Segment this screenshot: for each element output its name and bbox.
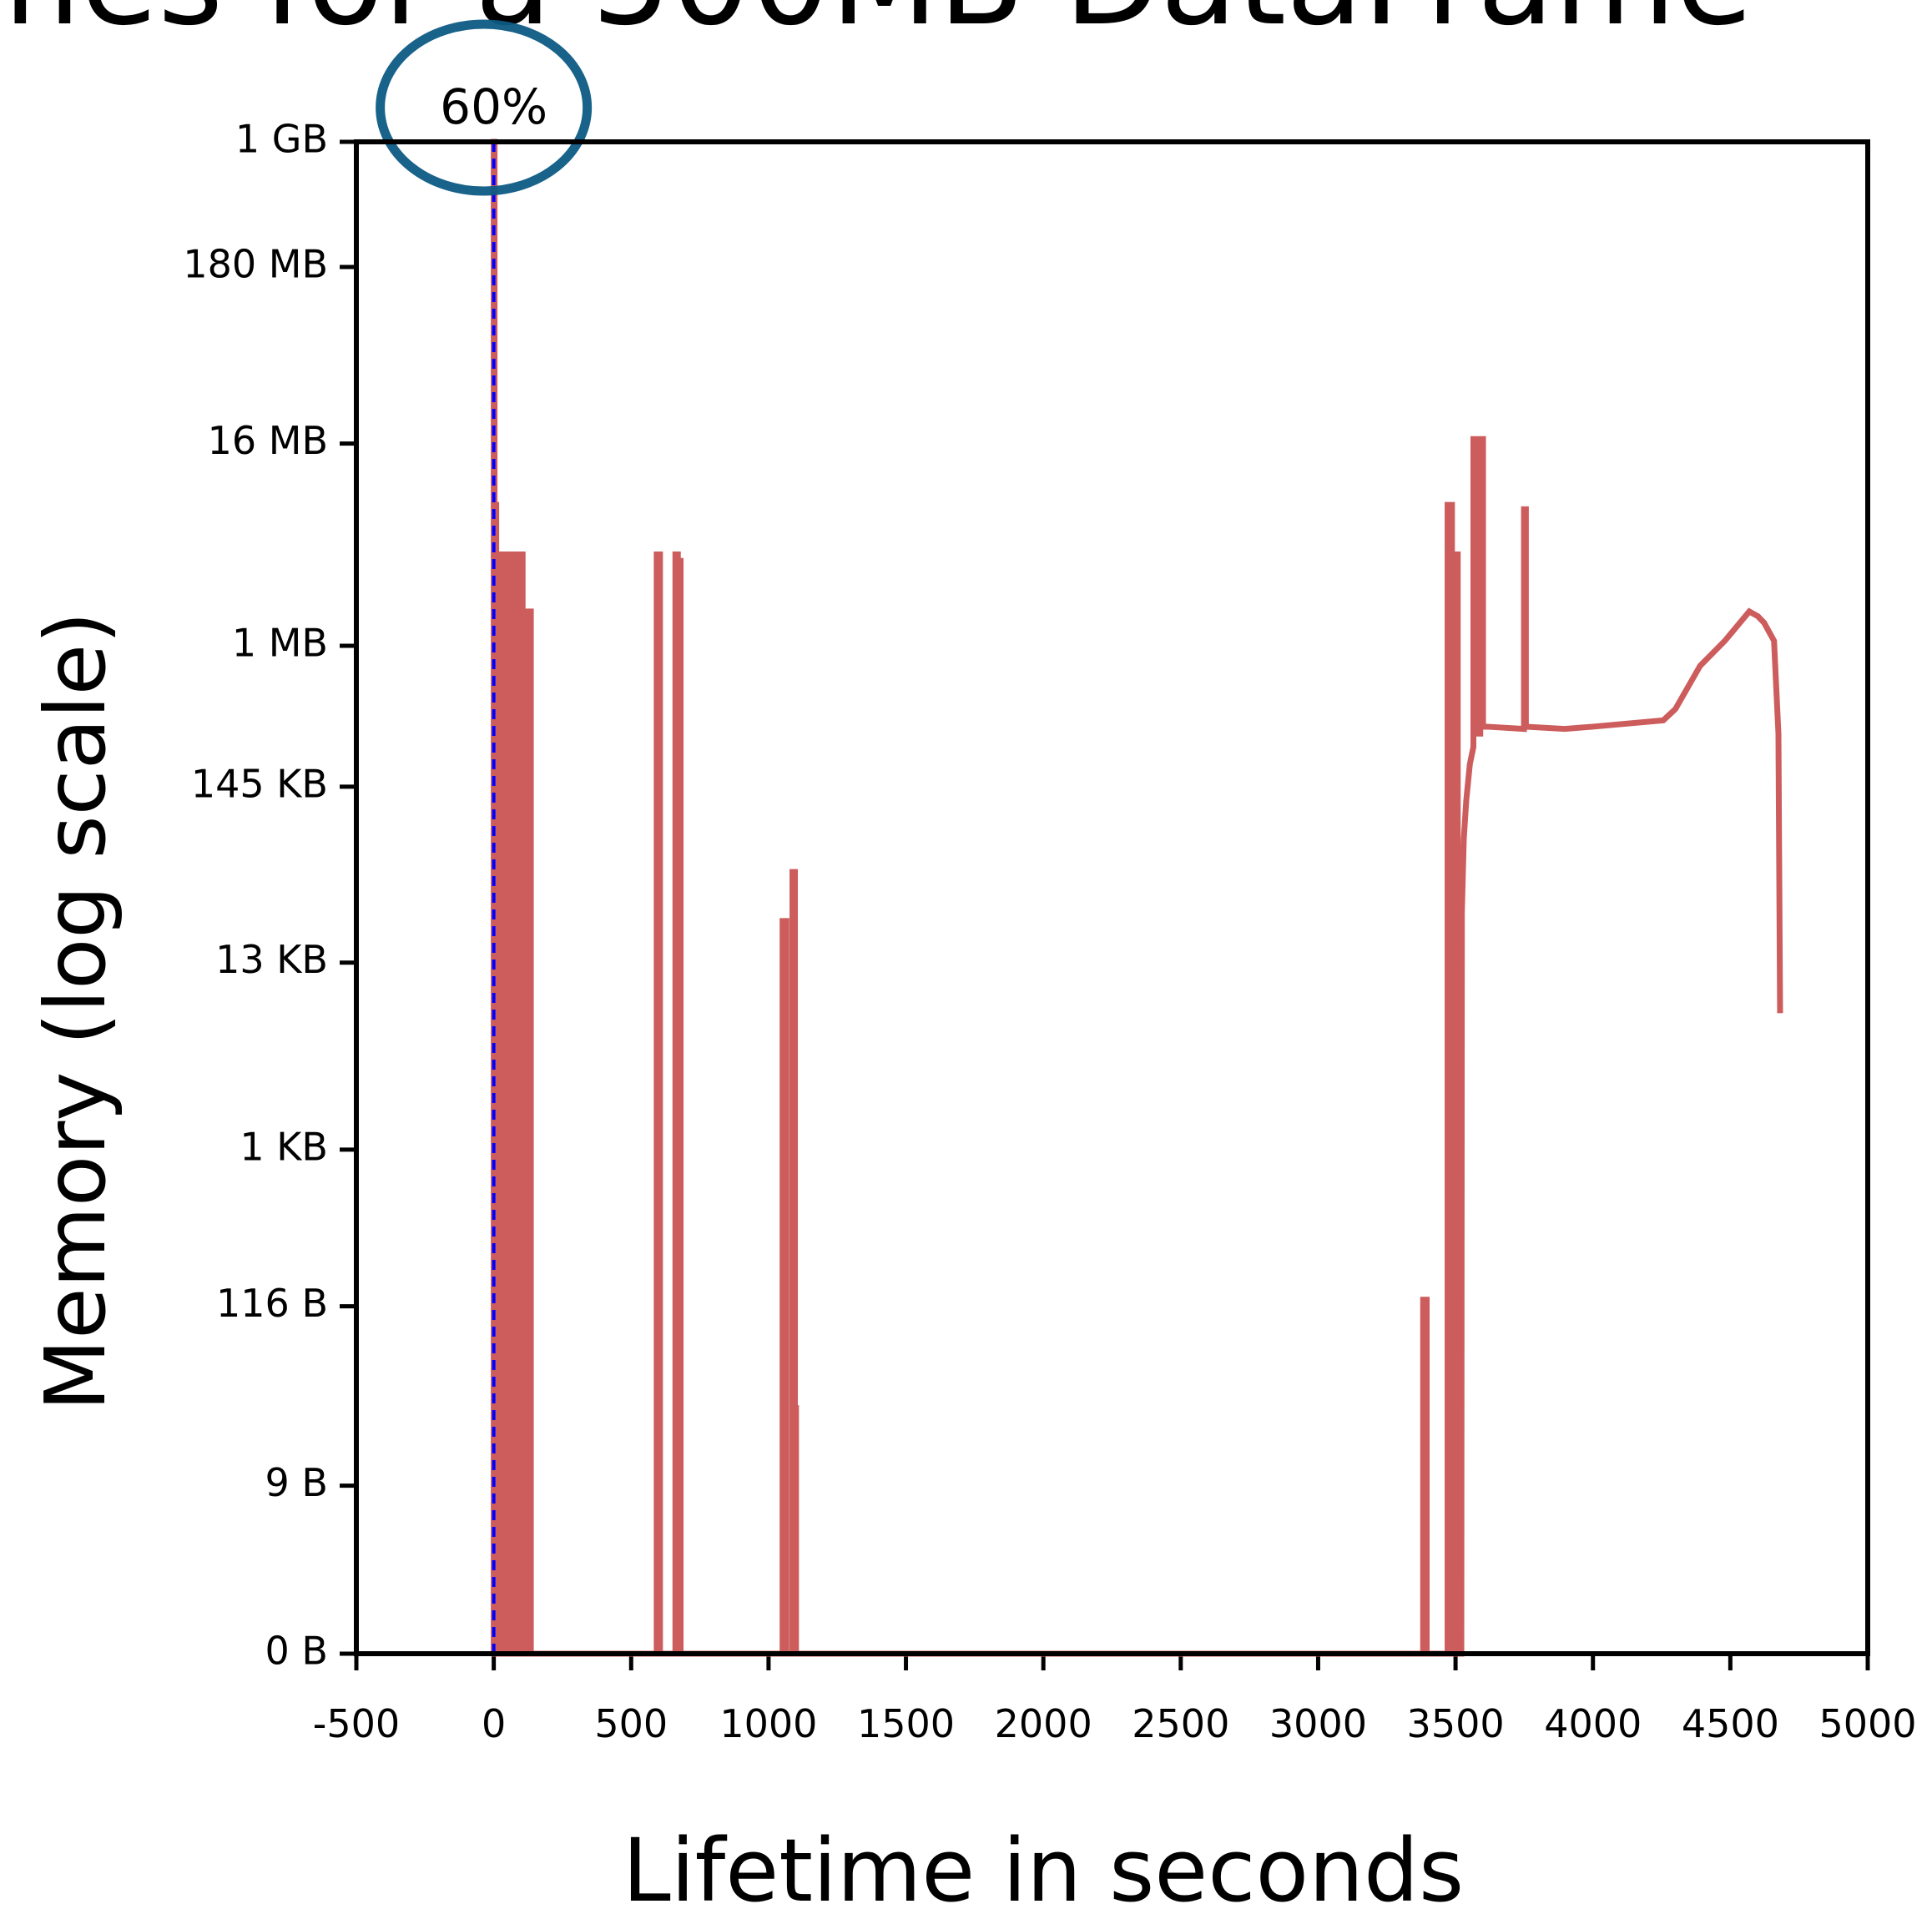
y-tick-label: 116 B bbox=[216, 1281, 328, 1326]
x-tick-label: 3000 bbox=[1269, 1701, 1367, 1746]
y-tick-label: 0 B bbox=[265, 1629, 328, 1674]
highlight-circle bbox=[376, 19, 593, 196]
x-tick-label: -500 bbox=[313, 1701, 400, 1746]
y-tick-label: 9 B bbox=[265, 1460, 328, 1505]
x-tick-label: 2500 bbox=[1132, 1701, 1229, 1746]
y-tick-label: 1 MB bbox=[232, 620, 328, 665]
x-tick-label: 1500 bbox=[857, 1701, 955, 1746]
y-tick-label: 180 MB bbox=[183, 241, 328, 286]
chart-title: Lifetimes for a 500MB DataFrame bbox=[0, 0, 1753, 53]
y-tick-label: 13 KB bbox=[215, 937, 328, 982]
x-tick-label: 0 bbox=[482, 1701, 506, 1746]
y-tick-label: 1 GB bbox=[235, 117, 328, 162]
y-tick-label: 1 KB bbox=[240, 1124, 328, 1169]
x-tick-label: 2000 bbox=[995, 1701, 1092, 1746]
y-axis-title: Memory (log scale) bbox=[27, 612, 124, 1411]
x-tick-label: 4000 bbox=[1544, 1701, 1642, 1746]
y-tick-label: 145 KB bbox=[191, 761, 328, 806]
x-tick-label: 5000 bbox=[1819, 1701, 1916, 1746]
data-line bbox=[491, 139, 1783, 1657]
annotation-label: 60% bbox=[440, 78, 547, 135]
x-tick-label: 500 bbox=[594, 1701, 668, 1746]
y-tick-label: 16 MB bbox=[208, 418, 328, 463]
x-tick-label: 1000 bbox=[719, 1701, 817, 1746]
plot-frame bbox=[354, 139, 1870, 1656]
x-tick-label: 4500 bbox=[1682, 1701, 1779, 1746]
x-tick-label: 3500 bbox=[1407, 1701, 1505, 1746]
x-axis-title: Lifetime in seconds bbox=[623, 1820, 1464, 1909]
